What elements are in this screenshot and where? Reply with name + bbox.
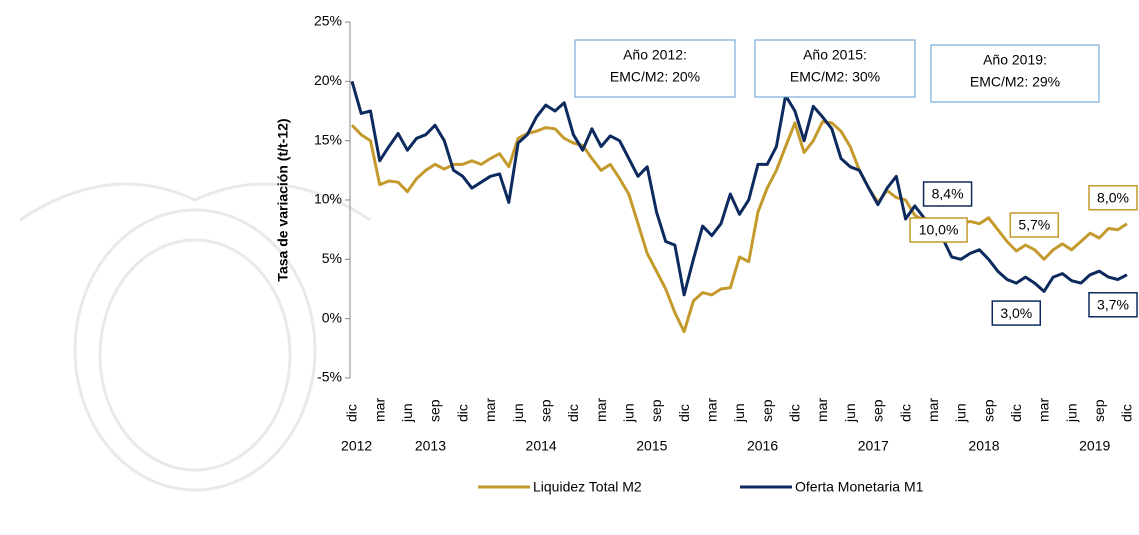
x-tick-label: mar bbox=[593, 398, 609, 422]
y-tick-label: -5% bbox=[317, 369, 342, 385]
x-tick-label: sep bbox=[1091, 399, 1107, 422]
year-label: 2019 bbox=[1079, 438, 1110, 454]
year-label: 2012 bbox=[341, 438, 372, 454]
x-tick-label: sep bbox=[537, 399, 553, 422]
background-emblem bbox=[20, 184, 370, 490]
year-label: 2014 bbox=[526, 438, 557, 454]
x-tick-label: dic bbox=[1119, 404, 1135, 422]
x-tick-label: mar bbox=[1036, 398, 1052, 422]
y-tick-label: 25% bbox=[314, 13, 342, 29]
x-tick-label: dic bbox=[897, 404, 913, 422]
year-label: 2016 bbox=[747, 438, 778, 454]
value-label: 5,7% bbox=[1018, 217, 1050, 233]
value-label: 8,4% bbox=[932, 186, 964, 202]
value-label: 3,0% bbox=[1000, 305, 1032, 321]
annotation-text: Año 2012: bbox=[623, 47, 687, 63]
y-tick-label: 20% bbox=[314, 72, 342, 88]
chart: Tasa de variación (t/t-12) -5% 0% 5% 10% 15%… bbox=[0, 0, 1139, 535]
year-label: 2015 bbox=[636, 438, 667, 454]
x-tick-label: jun bbox=[842, 403, 858, 423]
x-tick-label: jun bbox=[620, 403, 636, 423]
x-tick-label: dic bbox=[676, 404, 692, 422]
x-tick-label: sep bbox=[980, 399, 996, 422]
x-tick-label: mar bbox=[704, 398, 720, 422]
value-label: 8,0% bbox=[1097, 189, 1129, 205]
annotation-text: EMC/M2: 29% bbox=[970, 74, 1060, 90]
annotation-text: Año 2015: bbox=[803, 47, 867, 63]
series-line bbox=[352, 81, 1127, 295]
year-label: 2018 bbox=[968, 438, 999, 454]
year-label: 2017 bbox=[858, 438, 889, 454]
x-tick-label: sep bbox=[427, 399, 443, 422]
x-tick-label: mar bbox=[925, 398, 941, 422]
y-tick-label: 10% bbox=[314, 191, 342, 207]
x-tick-label: jun bbox=[953, 403, 969, 423]
y-axis-title: Tasa de variación (t/t-12) bbox=[275, 118, 291, 281]
x-tick-label: jun bbox=[510, 403, 526, 423]
y-tick-label: 5% bbox=[322, 250, 342, 266]
annotation-text: Año 2019: bbox=[983, 52, 1047, 68]
x-tick-label: dic bbox=[454, 404, 470, 422]
y-tick-label: 15% bbox=[314, 131, 342, 147]
annotation-text: EMC/M2: 20% bbox=[610, 69, 700, 85]
x-tick-label: dic bbox=[344, 404, 360, 422]
year-label: 2013 bbox=[415, 438, 446, 454]
value-label: 10,0% bbox=[919, 222, 959, 238]
x-tick-label: dic bbox=[787, 404, 803, 422]
x-tick-label: dic bbox=[1008, 404, 1024, 422]
x-tick-label: sep bbox=[870, 399, 886, 422]
legend-label: Oferta Monetaria M1 bbox=[795, 479, 924, 495]
x-tick-label: jun bbox=[399, 403, 415, 423]
x-tick-label: mar bbox=[482, 398, 498, 422]
x-tick-label: jun bbox=[1063, 403, 1079, 423]
x-tick-label: mar bbox=[814, 398, 830, 422]
x-tick-label: dic bbox=[565, 404, 581, 422]
value-label: 3,7% bbox=[1097, 296, 1129, 312]
legend-label: Liquidez Total M2 bbox=[533, 479, 642, 495]
x-tick-label: sep bbox=[759, 399, 775, 422]
x-tick-label: mar bbox=[371, 398, 387, 422]
annotation-text: EMC/M2: 30% bbox=[790, 69, 880, 85]
x-tick-label: jun bbox=[731, 403, 747, 423]
x-tick-label: sep bbox=[648, 399, 664, 422]
y-tick-label: 0% bbox=[322, 309, 342, 325]
